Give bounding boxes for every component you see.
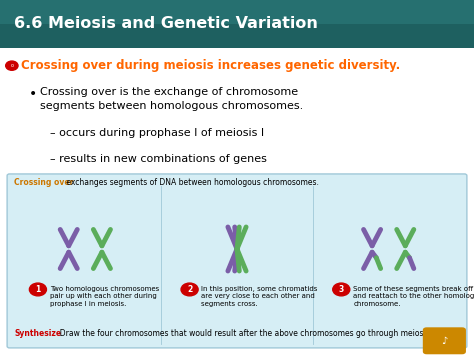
Text: – results in new combinations of genes: – results in new combinations of genes — [50, 154, 267, 164]
Text: ♪: ♪ — [441, 336, 447, 346]
FancyBboxPatch shape — [7, 174, 467, 348]
Circle shape — [6, 61, 18, 70]
Text: 2: 2 — [187, 285, 192, 294]
Text: 6.6 Meiosis and Genetic Variation: 6.6 Meiosis and Genetic Variation — [14, 16, 318, 32]
Bar — [0, 0, 474, 24]
Text: Draw the four chromosomes that would result after the above chromosomes go throu: Draw the four chromosomes that would res… — [55, 329, 432, 338]
Circle shape — [29, 283, 46, 296]
Text: Some of these segments break off
and reattach to the other homologous
chromosome: Some of these segments break off and rea… — [353, 286, 474, 307]
Text: In this position, some chromatids
are very close to each other and
segments cros: In this position, some chromatids are ve… — [201, 286, 318, 307]
Text: exchanges segments of DNA between homologous chromosomes.: exchanges segments of DNA between homolo… — [64, 178, 319, 186]
Text: 1: 1 — [35, 285, 41, 294]
Text: Crossing over during meiosis increases genetic diversity.: Crossing over during meiosis increases g… — [21, 59, 401, 72]
FancyBboxPatch shape — [423, 327, 466, 354]
Bar — [0, 0, 474, 48]
Text: •: • — [28, 87, 36, 101]
Circle shape — [333, 283, 350, 296]
Text: Two homologous chromosomes
pair up with each other during
prophase I in meiosis.: Two homologous chromosomes pair up with … — [50, 286, 159, 307]
Text: – occurs during prophase I of meiosis I: – occurs during prophase I of meiosis I — [50, 128, 264, 138]
Text: Crossing over is the exchange of chromosome
segments between homologous chromoso: Crossing over is the exchange of chromos… — [40, 87, 303, 111]
Circle shape — [181, 283, 198, 296]
Text: o: o — [10, 63, 13, 68]
Text: 3: 3 — [338, 285, 344, 294]
Text: Synthesize: Synthesize — [14, 329, 61, 338]
Text: Crossing over: Crossing over — [14, 178, 73, 186]
